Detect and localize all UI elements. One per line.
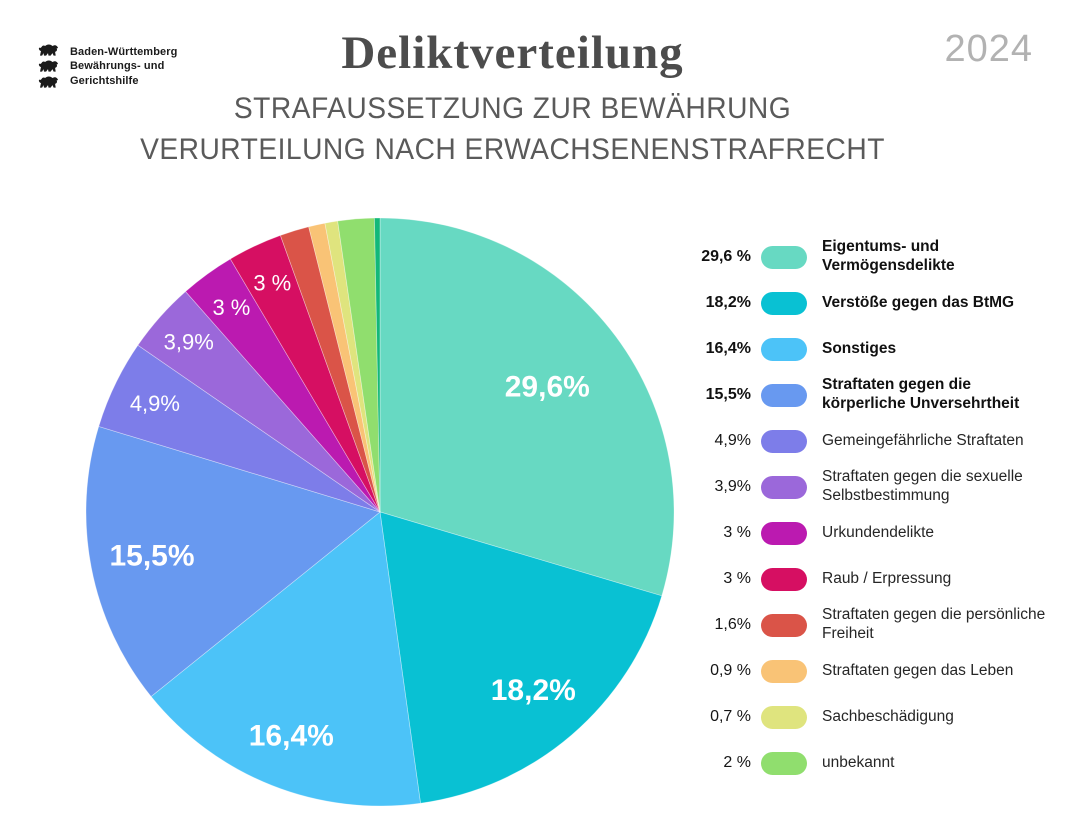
- legend-percent: 29,6 %: [701, 248, 751, 265]
- legend-label: Straftaten gegen die persönliche Freihei…: [822, 606, 1046, 642]
- legend-item: 29,6 % Eigentums- und Vermögensdelikte: [695, 234, 1055, 280]
- pie-slice-label: 18,2%: [491, 674, 576, 707]
- legend-label: Sonstiges: [822, 339, 897, 357]
- legend-item: 1,6% Straftaten gegen die persönliche Fre…: [695, 602, 1055, 648]
- pie-slice-label: 3 %: [253, 271, 291, 296]
- bw-coat-of-arms-icon: [38, 44, 58, 88]
- legend-percent: 2 %: [723, 754, 751, 771]
- subtitle-line-1: STRAFAUSSETZUNG ZUR BEWÄHRUNG: [233, 92, 792, 125]
- pie-slice: [379, 511, 663, 804]
- legend-swatch: [761, 383, 807, 407]
- logo-line-3: Gerichtshilfe: [70, 74, 139, 87]
- legend-percent: 0,7 %: [710, 708, 751, 725]
- pie-slice-label: 15,5%: [109, 540, 194, 573]
- legend-item: 3 % Raub / Erpressung: [695, 556, 1055, 602]
- subtitle: STRAFAUSSETZUNG ZUR BEWÄHRUNG VERURTEILU…: [31, 88, 995, 171]
- pie-slice: [229, 235, 381, 513]
- legend-label: Straftaten gegen das Leben: [822, 661, 1014, 679]
- pie-chart-svg: 29,6% 18,2% 16,4% 15,5% 4,9% 3,9% 3 %3 %: [85, 217, 675, 807]
- legend-label: Straftaten gegen die sexuelle Selbstbest…: [822, 468, 1023, 504]
- legend-percent: 15,5%: [705, 386, 751, 403]
- legend-item: 3 % Urkundendelikte: [695, 510, 1055, 556]
- legend-percent: 1,6%: [714, 616, 751, 633]
- bw-logo: Baden-Württemberg Bewährungs- und Gerich…: [38, 44, 177, 89]
- logo-text: Baden-Württemberg Bewährungs- und Gerich…: [70, 44, 177, 89]
- legend-percent: 3 %: [723, 570, 751, 587]
- legend-swatch: [761, 475, 807, 499]
- legend-label: Straftaten gegen die körperliche Unverse…: [822, 376, 1020, 412]
- legend-swatch: [761, 521, 807, 545]
- pie-slice: [308, 222, 381, 513]
- legend-swatch: [761, 705, 807, 729]
- logo-line-1: Baden-Württemberg: [70, 46, 178, 59]
- legend-swatch: [761, 291, 807, 315]
- legend-item: 0,7 % Sachbeschädigung: [695, 694, 1055, 740]
- pie-slice: [337, 217, 381, 513]
- pie-slice: [324, 220, 381, 513]
- legend-item: 15,5% Straftaten gegen die körperliche Un…: [695, 372, 1055, 418]
- pie-chart: 29,6% 18,2% 16,4% 15,5% 4,9% 3,9% 3 % 3 %: [85, 217, 675, 807]
- legend-percent: 0,9 %: [710, 662, 751, 679]
- legend-label: Sachbeschädigung: [822, 707, 954, 725]
- legend-swatch: [761, 429, 807, 453]
- legend-item: 16,4% Sonstiges: [695, 326, 1055, 372]
- legend-percent: 3,9%: [714, 478, 751, 495]
- pie-slice-label: 3,9%: [164, 330, 214, 355]
- legend-label: Urkundendelikte: [822, 523, 935, 541]
- pie-slice: [85, 426, 381, 697]
- pie-slice-label: 29,6%: [505, 371, 590, 404]
- legend-item: 4,9% Gemeingefährliche Straftaten: [695, 418, 1055, 464]
- legend-label: Verstöße gegen das BtMG: [822, 293, 1015, 311]
- legend-percent: 18,2%: [705, 294, 751, 311]
- pie-slice: [280, 226, 381, 513]
- pie-slice: [98, 344, 381, 513]
- pie-slice-label: 4,9%: [130, 391, 180, 416]
- title-block: Deliktverteilung STRAFAUSSETZUNG ZUR BEW…: [0, 26, 1025, 171]
- legend-swatch: [761, 245, 807, 269]
- legend-percent: 3 %: [723, 524, 751, 541]
- legend: 29,6 % Eigentums- und Vermögensdelikte 18,…: [695, 234, 1055, 786]
- page-title: Deliktverteilung: [341, 27, 684, 79]
- legend-swatch: [761, 337, 807, 361]
- pie-slice: [137, 291, 381, 513]
- legend-item: 18,2% Verstöße gegen das BtMG: [695, 280, 1055, 326]
- legend-swatch: [761, 567, 807, 591]
- pie-slice-label: 3 %: [212, 295, 250, 320]
- legend-swatch: [761, 613, 807, 637]
- legend-item: 0,9 % Straftaten gegen das Leben: [695, 648, 1055, 694]
- year-label: 2024: [944, 28, 1033, 70]
- legend-percent: 16,4%: [705, 340, 751, 357]
- pie-slice: [185, 258, 381, 513]
- legend-item: 3,9% Straftaten gegen die sexuelle Selbst…: [695, 464, 1055, 510]
- subtitle-line-2: VERURTEILUNG NACH ERWACHSENENSTRAFRECHT: [140, 133, 885, 167]
- legend-label: Gemeingefährliche Straftaten: [822, 431, 1024, 449]
- pie-slice: [374, 217, 381, 513]
- pie-slice-label: 16,4%: [249, 720, 334, 753]
- legend-swatch: [761, 659, 807, 683]
- legend-label: Raub / Erpressung: [822, 569, 952, 587]
- legend-percent: 4,9%: [714, 432, 751, 449]
- legend-swatch: [761, 751, 807, 775]
- legend-label: Eigentums- und Vermögensdelikte: [822, 238, 955, 274]
- legend-item: 2 % unbekannt: [695, 740, 1055, 786]
- logo-line-2: Bewährungs- und: [70, 60, 165, 73]
- pie-slice: [150, 511, 421, 807]
- pie-slice: [379, 217, 675, 597]
- legend-label: unbekannt: [822, 753, 895, 771]
